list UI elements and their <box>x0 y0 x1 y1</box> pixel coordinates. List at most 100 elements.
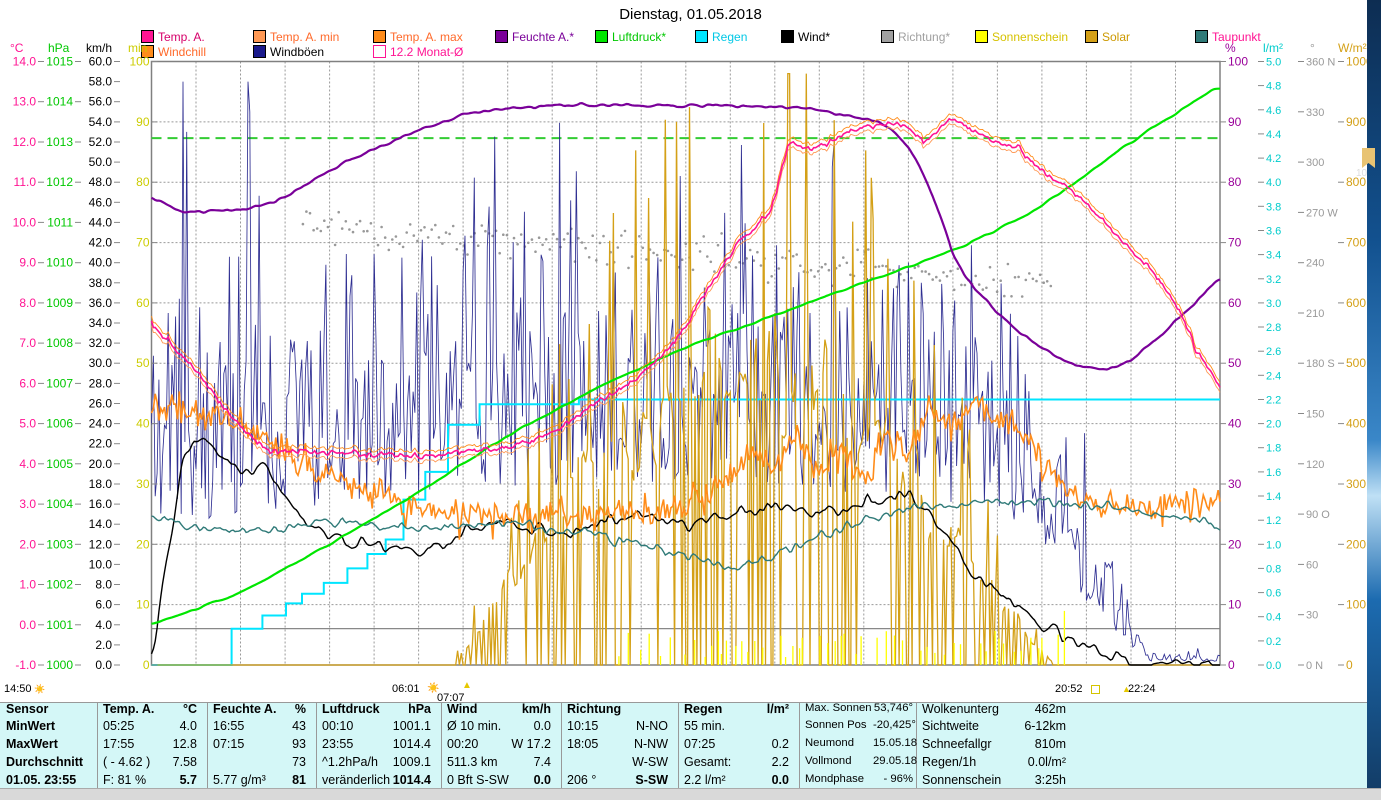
svg-text:0: 0 <box>1346 658 1353 672</box>
svg-text:1009: 1009 <box>46 296 73 310</box>
svg-text:100: 100 <box>1228 55 1248 69</box>
svg-text:4.2: 4.2 <box>1266 153 1281 165</box>
svg-text:4.0: 4.0 <box>95 618 112 632</box>
svg-text:1.8: 1.8 <box>1266 443 1281 455</box>
svg-text:900: 900 <box>1346 115 1366 129</box>
svg-text:12.0: 12.0 <box>89 537 113 551</box>
svg-text:0.0: 0.0 <box>95 658 112 672</box>
svg-text:210: 210 <box>1306 308 1324 320</box>
svg-text:240: 240 <box>1306 258 1324 270</box>
svg-text:600: 600 <box>1346 296 1366 310</box>
svg-text:50: 50 <box>1228 356 1242 370</box>
svg-text:2.0: 2.0 <box>95 638 112 652</box>
svg-text:12.0: 12.0 <box>13 135 37 149</box>
svg-text:10.0: 10.0 <box>13 215 37 229</box>
svg-text:1003: 1003 <box>46 537 73 551</box>
svg-text:4.0: 4.0 <box>1266 177 1281 189</box>
svg-text:1015: 1015 <box>46 55 73 69</box>
svg-text:500: 500 <box>1346 356 1366 370</box>
svg-text:70: 70 <box>136 236 150 250</box>
svg-text:0: 0 <box>143 658 150 672</box>
svg-text:0.0: 0.0 <box>1266 660 1281 672</box>
svg-text:14.0: 14.0 <box>89 517 113 531</box>
svg-text:360 N: 360 N <box>1306 57 1335 69</box>
svg-text:6.0: 6.0 <box>95 598 112 612</box>
svg-text:0.6: 0.6 <box>1266 588 1281 600</box>
svg-text:10: 10 <box>136 598 150 612</box>
svg-text:30.0: 30.0 <box>89 356 113 370</box>
svg-text:50: 50 <box>136 356 150 370</box>
svg-text:5.0: 5.0 <box>19 417 36 431</box>
svg-text:56.0: 56.0 <box>89 95 113 109</box>
svg-text:46.0: 46.0 <box>89 195 113 209</box>
svg-text:1.0: 1.0 <box>1266 539 1281 551</box>
svg-text:0.8: 0.8 <box>1266 563 1281 575</box>
svg-text:120: 120 <box>1306 459 1324 471</box>
svg-text:90: 90 <box>136 115 150 129</box>
svg-text:32.0: 32.0 <box>89 336 113 350</box>
svg-text:1000: 1000 <box>46 658 73 672</box>
svg-text:52.0: 52.0 <box>89 135 113 149</box>
svg-text:26.0: 26.0 <box>89 397 113 411</box>
svg-text:48.0: 48.0 <box>89 175 113 189</box>
svg-text:3.8: 3.8 <box>1266 201 1281 213</box>
svg-text:1008: 1008 <box>46 336 73 350</box>
svg-text:50.0: 50.0 <box>89 155 113 169</box>
svg-text:1005: 1005 <box>46 457 73 471</box>
svg-text:60: 60 <box>136 296 150 310</box>
svg-text:8.0: 8.0 <box>19 296 36 310</box>
svg-text:18.0: 18.0 <box>89 477 113 491</box>
svg-text:16.0: 16.0 <box>89 497 113 511</box>
svg-text:30: 30 <box>1306 610 1318 622</box>
svg-text:-1.0: -1.0 <box>15 658 36 672</box>
svg-text:20: 20 <box>1228 537 1242 551</box>
svg-text:54.0: 54.0 <box>89 115 113 129</box>
svg-text:1.4: 1.4 <box>1266 491 1281 503</box>
svg-text:330: 330 <box>1306 107 1324 119</box>
svg-text:1006: 1006 <box>46 417 73 431</box>
svg-text:36.0: 36.0 <box>89 296 113 310</box>
svg-text:7.0: 7.0 <box>19 336 36 350</box>
svg-text:90: 90 <box>1228 115 1242 129</box>
svg-text:90 O: 90 O <box>1306 509 1330 521</box>
svg-text:1001: 1001 <box>46 618 73 632</box>
svg-text:4.8: 4.8 <box>1266 81 1281 93</box>
svg-text:1.6: 1.6 <box>1266 467 1281 479</box>
svg-text:28.0: 28.0 <box>89 376 113 390</box>
svg-text:0.2: 0.2 <box>1266 636 1281 648</box>
svg-text:1.0: 1.0 <box>19 578 36 592</box>
svg-text:3.0: 3.0 <box>19 497 36 511</box>
svg-text:30: 30 <box>1228 477 1242 491</box>
svg-text:60.0: 60.0 <box>89 55 113 69</box>
svg-text:3.0: 3.0 <box>1266 298 1281 310</box>
svg-text:40: 40 <box>1228 417 1242 431</box>
svg-text:20: 20 <box>136 537 150 551</box>
svg-text:700: 700 <box>1346 236 1366 250</box>
svg-text:1010: 1010 <box>46 256 73 270</box>
svg-text:400: 400 <box>1346 417 1366 431</box>
svg-text:150: 150 <box>1306 409 1324 421</box>
svg-text:44.0: 44.0 <box>89 215 113 229</box>
svg-text:270 W: 270 W <box>1306 207 1338 219</box>
svg-text:4.6: 4.6 <box>1266 105 1281 117</box>
svg-text:180 S: 180 S <box>1306 358 1335 370</box>
svg-text:200: 200 <box>1346 537 1366 551</box>
svg-text:38.0: 38.0 <box>89 276 113 290</box>
svg-text:14.0: 14.0 <box>13 55 37 69</box>
svg-text:80: 80 <box>1228 175 1242 189</box>
svg-text:10: 10 <box>1228 598 1242 612</box>
svg-text:20.0: 20.0 <box>89 457 113 471</box>
svg-text:5.0: 5.0 <box>1266 57 1281 69</box>
svg-text:2.0: 2.0 <box>19 537 36 551</box>
svg-text:11.0: 11.0 <box>14 175 37 189</box>
svg-text:22.0: 22.0 <box>89 437 113 451</box>
svg-text:42.0: 42.0 <box>89 236 113 250</box>
svg-text:10.0: 10.0 <box>89 557 113 571</box>
svg-text:0 N: 0 N <box>1306 660 1323 672</box>
svg-text:80: 80 <box>136 175 150 189</box>
svg-text:9.0: 9.0 <box>19 256 36 270</box>
svg-text:1004: 1004 <box>46 497 73 511</box>
svg-text:2.0: 2.0 <box>1266 419 1281 431</box>
svg-text:58.0: 58.0 <box>89 75 113 89</box>
svg-text:40.0: 40.0 <box>89 256 113 270</box>
